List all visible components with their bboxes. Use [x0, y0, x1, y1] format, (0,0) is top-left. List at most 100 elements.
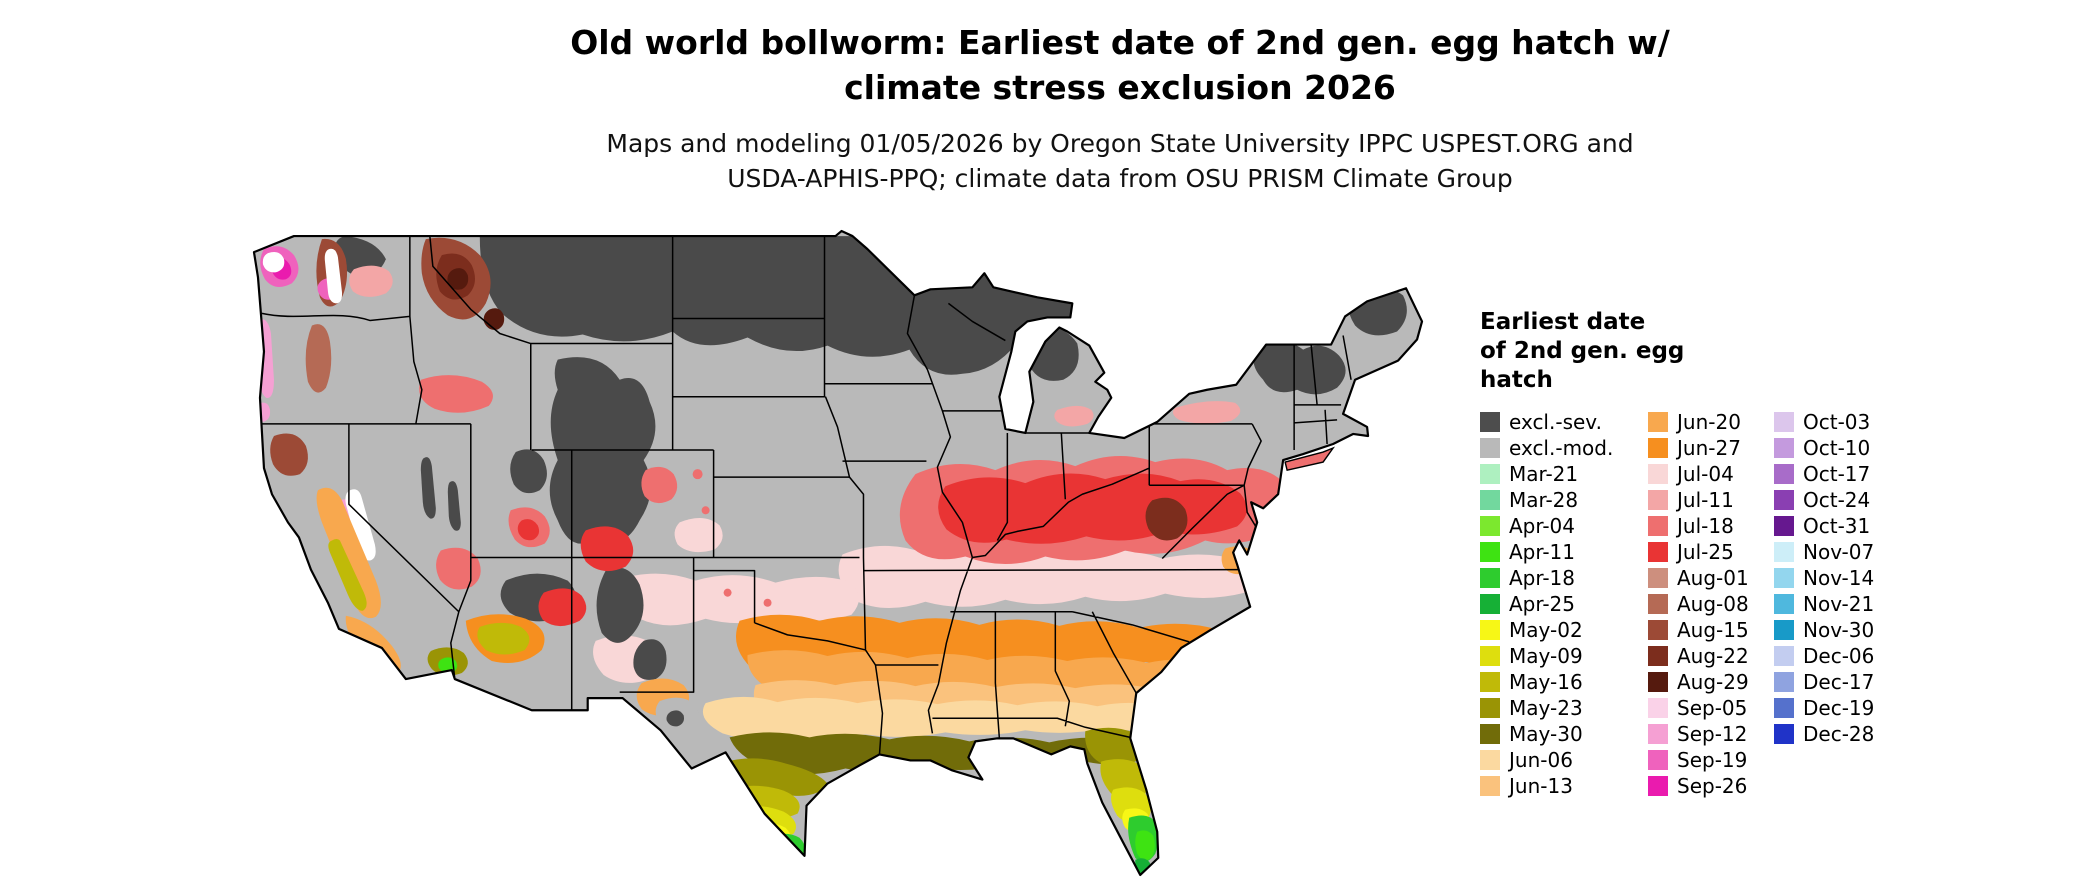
legend-label: Oct-31 — [1803, 514, 1871, 538]
legend-item: Nov-07 — [1774, 539, 1874, 565]
legend-label: Nov-21 — [1803, 592, 1875, 616]
legend-swatch — [1648, 490, 1668, 510]
legend-label: Aug-15 — [1677, 618, 1749, 642]
legend-swatch — [1648, 412, 1668, 432]
map-legend: Earliest date of 2nd gen. egg hatch excl… — [1480, 308, 2080, 799]
legend-label: Sep-12 — [1677, 722, 1748, 746]
legend-swatch — [1480, 438, 1500, 458]
long-island — [1284, 446, 1336, 471]
legend-swatch — [1648, 724, 1668, 744]
legend-swatch — [1480, 620, 1500, 640]
legend-swatch — [1480, 776, 1500, 796]
legend-label: Nov-30 — [1803, 618, 1875, 642]
legend-item: Aug-22 — [1648, 643, 1774, 669]
legend-label: Dec-17 — [1803, 670, 1875, 694]
legend-swatch — [1648, 438, 1668, 458]
legend-label: Apr-11 — [1509, 540, 1575, 564]
legend-item: Aug-01 — [1648, 565, 1774, 591]
legend-item: Aug-29 — [1648, 669, 1774, 695]
legend-item: Dec-17 — [1774, 669, 1874, 695]
legend-label: Jul-11 — [1677, 488, 1734, 512]
legend-label: Jun-06 — [1509, 748, 1573, 772]
legend-item: excl.-sev. — [1480, 409, 1648, 435]
legend-swatch — [1480, 698, 1500, 718]
legend-item: Mar-28 — [1480, 487, 1648, 513]
legend-swatch — [1648, 568, 1668, 588]
legend-label: Dec-28 — [1803, 722, 1875, 746]
state-borders — [260, 235, 1352, 755]
legend-item: Jun-13 — [1480, 773, 1648, 799]
legend-item: Jun-20 — [1648, 409, 1774, 435]
legend-item: Apr-04 — [1480, 513, 1648, 539]
legend-item: Apr-25 — [1480, 591, 1648, 617]
legend-label: Apr-04 — [1509, 514, 1575, 538]
legend-label: May-02 — [1509, 618, 1583, 642]
legend-column-2: Jun-20 Jun-27 Jul-04 Jul-11 Jul-18 Jul-25 Aug-… — [1648, 409, 1774, 799]
legend-label: Aug-08 — [1677, 592, 1749, 616]
legend-swatch — [1774, 412, 1794, 432]
legend-item: May-02 — [1480, 617, 1648, 643]
legend-item: Dec-19 — [1774, 695, 1874, 721]
legend-item: May-09 — [1480, 643, 1648, 669]
legend-swatch — [1774, 516, 1794, 536]
legend-label: Mar-21 — [1509, 462, 1579, 486]
legend-swatch — [1774, 464, 1794, 484]
map-subtitle-line1: Maps and modeling 01/05/2026 by Oregon S… — [606, 129, 1634, 158]
legend-swatch — [1774, 594, 1794, 614]
legend-swatch — [1648, 672, 1668, 692]
legend-item: Sep-26 — [1648, 773, 1774, 799]
legend-item: Jul-04 — [1648, 461, 1774, 487]
map-subtitle-line2: USDA-APHIS-PPQ; climate data from OSU PR… — [727, 164, 1513, 193]
us-outline — [252, 229, 1424, 877]
legend-item: Oct-31 — [1774, 513, 1874, 539]
legend-swatch — [1774, 490, 1794, 510]
legend-swatch — [1480, 568, 1500, 588]
legend-label: Jul-04 — [1677, 462, 1734, 486]
legend-item: Nov-21 — [1774, 591, 1874, 617]
legend-item: Aug-15 — [1648, 617, 1774, 643]
legend-item: May-16 — [1480, 669, 1648, 695]
legend-item: May-23 — [1480, 695, 1648, 721]
legend-swatch — [1480, 464, 1500, 484]
legend-item: Mar-21 — [1480, 461, 1648, 487]
map-title-line1: Old world bollworm: Earliest date of 2nd… — [570, 23, 1670, 62]
legend-swatch — [1480, 542, 1500, 562]
legend-label: Jun-13 — [1509, 774, 1573, 798]
legend-swatch — [1774, 542, 1794, 562]
map-title: Old world bollworm: Earliest date of 2nd… — [420, 20, 1820, 110]
legend-label: Nov-14 — [1803, 566, 1875, 590]
legend-label: Jul-25 — [1677, 540, 1734, 564]
legend-item: Sep-05 — [1648, 695, 1774, 721]
legend-swatch — [1774, 568, 1794, 588]
legend-title-line3: hatch — [1480, 367, 1553, 393]
legend-swatch — [1648, 698, 1668, 718]
legend-swatch — [1774, 672, 1794, 692]
us-choropleth-map — [228, 221, 1447, 884]
legend-swatch — [1480, 672, 1500, 692]
legend-title-line1: Earliest date — [1480, 309, 1646, 335]
legend-label: excl.-mod. — [1509, 436, 1614, 460]
legend-column-3: Oct-03 Oct-10 Oct-17 Oct-24 Oct-31 Nov-07 Nov-… — [1774, 409, 1874, 799]
legend-item: Aug-08 — [1648, 591, 1774, 617]
legend-label: Aug-29 — [1677, 670, 1749, 694]
legend-label: Sep-05 — [1677, 696, 1748, 720]
legend-swatch — [1774, 438, 1794, 458]
legend-swatch — [1648, 594, 1668, 614]
legend-label: Oct-24 — [1803, 488, 1871, 512]
legend-label: Dec-19 — [1803, 696, 1875, 720]
legend-item: Dec-28 — [1774, 721, 1874, 747]
legend-swatch — [1480, 516, 1500, 536]
legend-item: Sep-19 — [1648, 747, 1774, 773]
legend-swatch — [1648, 542, 1668, 562]
legend-label: Sep-26 — [1677, 774, 1748, 798]
legend-item: Jun-06 — [1480, 747, 1648, 773]
legend-item: Oct-10 — [1774, 435, 1874, 461]
legend-item: Jul-18 — [1648, 513, 1774, 539]
legend-item: Jun-27 — [1648, 435, 1774, 461]
legend-item: Dec-06 — [1774, 643, 1874, 669]
legend-item: Nov-14 — [1774, 565, 1874, 591]
map-subtitle: Maps and modeling 01/05/2026 by Oregon S… — [420, 126, 1820, 196]
legend-label: May-16 — [1509, 670, 1583, 694]
header: Old world bollworm: Earliest date of 2nd… — [420, 20, 1820, 196]
